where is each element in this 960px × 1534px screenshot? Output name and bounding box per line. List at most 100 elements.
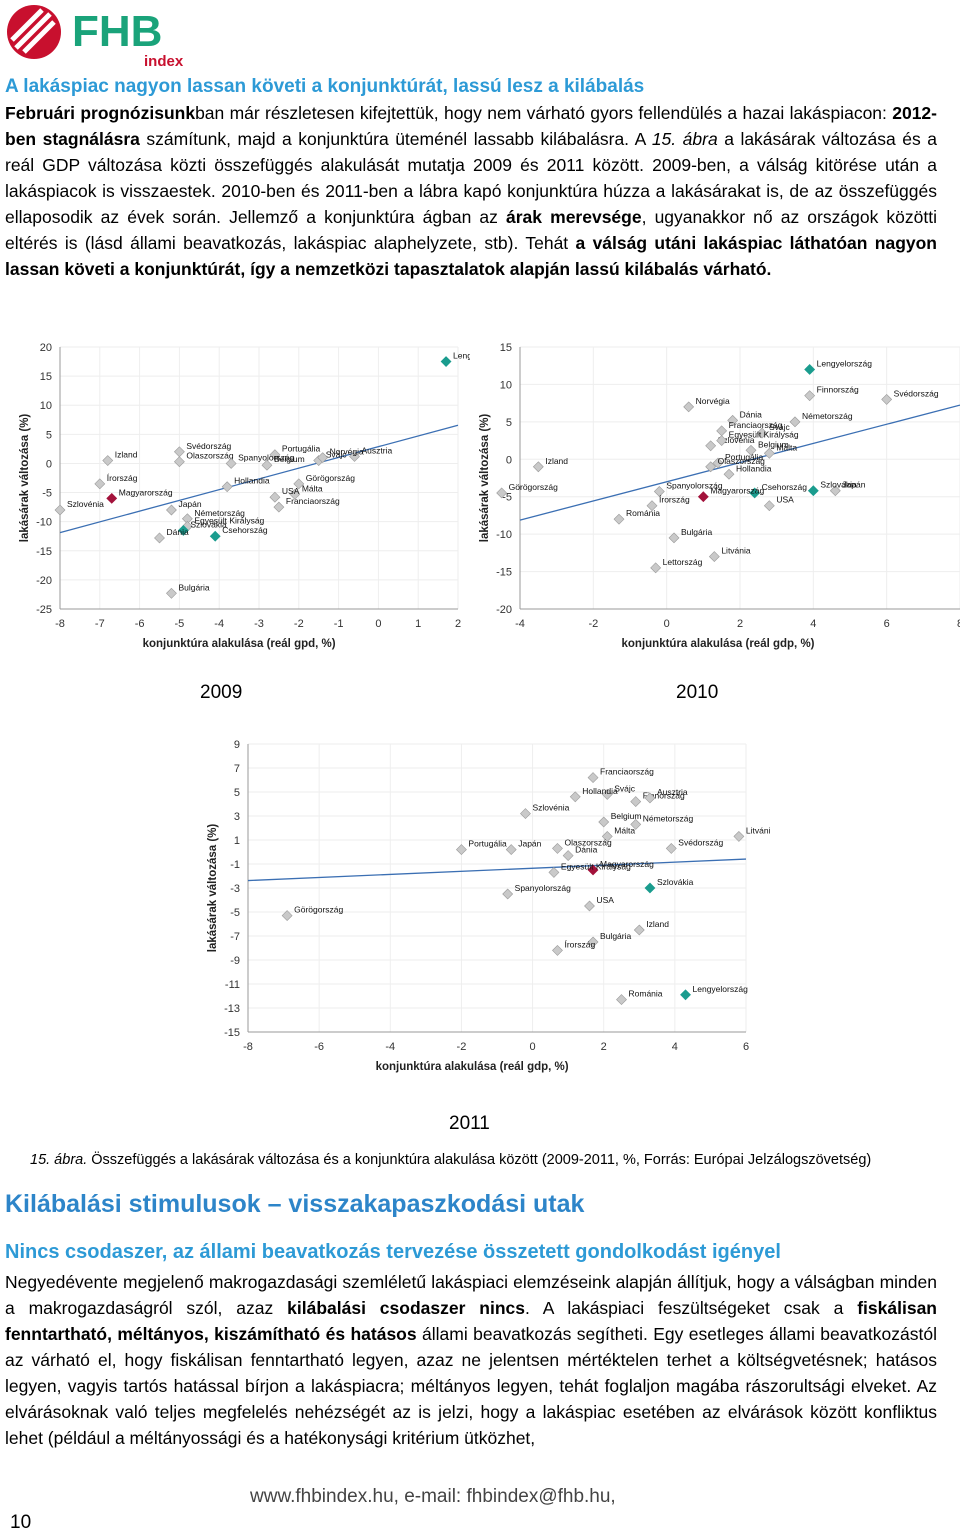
y-tick-label: -3: [230, 883, 240, 895]
y-tick-label: -15: [496, 567, 512, 579]
point-label: USA: [282, 486, 300, 496]
data-point: [94, 478, 106, 490]
point-label: Románia: [629, 989, 663, 999]
point-label: Olaszország: [186, 451, 234, 461]
point-label: Litvánia: [721, 546, 751, 556]
x-tick-label: 4: [810, 618, 816, 630]
data-point: [705, 461, 717, 473]
point-label: Olaszország: [718, 456, 766, 466]
point-label: Írország: [659, 495, 690, 505]
paragraph-2: Negyedévente megjelenő makrogazdasági sz…: [5, 1272, 938, 1448]
data-point: [520, 808, 531, 820]
point-label: Hollandia: [234, 476, 270, 486]
data-point: [644, 882, 656, 894]
data-point: [532, 461, 544, 473]
data-point: [683, 401, 695, 413]
data-point: [712, 457, 724, 469]
point-label: Egyesült Királyság: [194, 515, 264, 525]
point-label: Svédország: [186, 441, 231, 451]
data-point: [166, 504, 177, 516]
y-tick-label: 3: [234, 811, 240, 823]
data-point: [697, 491, 709, 503]
point-label: Japán: [178, 499, 201, 509]
x-tick-label: 4: [672, 1041, 678, 1053]
year-label-2009: 2009: [200, 682, 243, 703]
point-label: Szlovákia: [657, 877, 694, 887]
point-label: Németország: [802, 411, 853, 421]
point-label: Izland: [646, 919, 669, 929]
data-point: [708, 551, 720, 563]
data-point: [584, 900, 595, 912]
point-label: Svájc: [769, 422, 791, 432]
data-point: [177, 524, 189, 536]
x-tick-label: -8: [55, 618, 65, 630]
y-tick-label: 5: [506, 417, 512, 429]
data-point: [166, 587, 177, 599]
data-point: [173, 456, 185, 468]
point-label: Svájc: [326, 450, 348, 460]
y-tick-label: -9: [230, 955, 240, 967]
x-tick-label: 0: [375, 618, 381, 630]
data-point: [502, 888, 514, 900]
point-label: Egyesült Királyság: [561, 861, 631, 871]
y-tick-label: -5: [42, 488, 52, 500]
logo-text: FHB: [72, 7, 162, 56]
point-label: Norvégia: [330, 447, 364, 457]
point-label: Románia: [626, 508, 660, 518]
point-label: Izland: [545, 456, 568, 466]
point-label: Szlovénia: [532, 803, 569, 813]
data-point: [456, 844, 467, 856]
data-point: [829, 485, 841, 497]
heading-stimulus: Kilábalási stimulusok – visszakapaszkodá…: [5, 1190, 585, 1218]
x-tick-label: -2: [294, 618, 304, 630]
point-label: Belgium: [611, 811, 642, 821]
trend-line: [59, 424, 459, 534]
point-label: Lengyelország: [693, 984, 749, 994]
data-point: [665, 842, 677, 854]
section-title: A lakáspiac nagyon lassan követi a konju…: [5, 76, 645, 97]
data-point: [102, 455, 114, 466]
y-tick-label: -15: [36, 546, 52, 558]
x-tick-label: 8: [957, 618, 960, 630]
data-point: [633, 924, 645, 936]
data-point: [601, 788, 613, 800]
data-point: [749, 487, 761, 499]
point-label: Belgium: [758, 439, 789, 449]
data-point: [668, 532, 680, 544]
x-tick-label: 2: [737, 618, 743, 630]
data-point: [496, 487, 508, 499]
y-tick-label: -7: [230, 931, 240, 943]
point-label: Finnország: [817, 385, 859, 395]
data-point: [349, 451, 360, 462]
point-label: Málta: [776, 442, 797, 452]
data-point: [630, 796, 642, 808]
data-point: [745, 444, 757, 456]
point-label: Csehország: [222, 525, 268, 535]
y-tick-label: 1: [234, 835, 240, 847]
y-tick-label: -20: [496, 604, 512, 616]
data-point: [881, 393, 893, 405]
data-point: [317, 452, 329, 464]
trend-line: [519, 404, 960, 521]
data-point: [587, 772, 599, 784]
data-point: [763, 500, 775, 512]
data-point: [646, 500, 658, 512]
x-tick-label: 6: [743, 1041, 749, 1053]
scatter-chart-2011: 9 7 5 3 1 -1 -3 -5 -7 -9 -11 -13 -15-8 -6 -4 -2 0 2 4 6 Fran…: [207, 739, 770, 1073]
point-label: Japán: [842, 480, 865, 490]
point-label: Franciaország: [729, 420, 783, 430]
data-point: [601, 830, 613, 842]
point-label: Magyarország: [710, 486, 764, 496]
data-point: [440, 356, 452, 367]
point-label: Írország: [107, 473, 138, 483]
data-point: [552, 842, 563, 854]
point-label: USA: [596, 895, 614, 905]
data-point: [293, 478, 305, 490]
year-label-2010: 2010: [676, 682, 719, 703]
data-point: [289, 488, 301, 500]
x-axis-title: konjunktúra alakulása (reál gdp, %): [376, 1061, 569, 1073]
point-label: Lettország: [663, 557, 703, 567]
y-tick-label: 7: [234, 763, 240, 775]
data-point: [281, 910, 293, 922]
heading-no-miracle: Nincs csodaszer, az állami beavatkozás t…: [5, 1241, 781, 1263]
